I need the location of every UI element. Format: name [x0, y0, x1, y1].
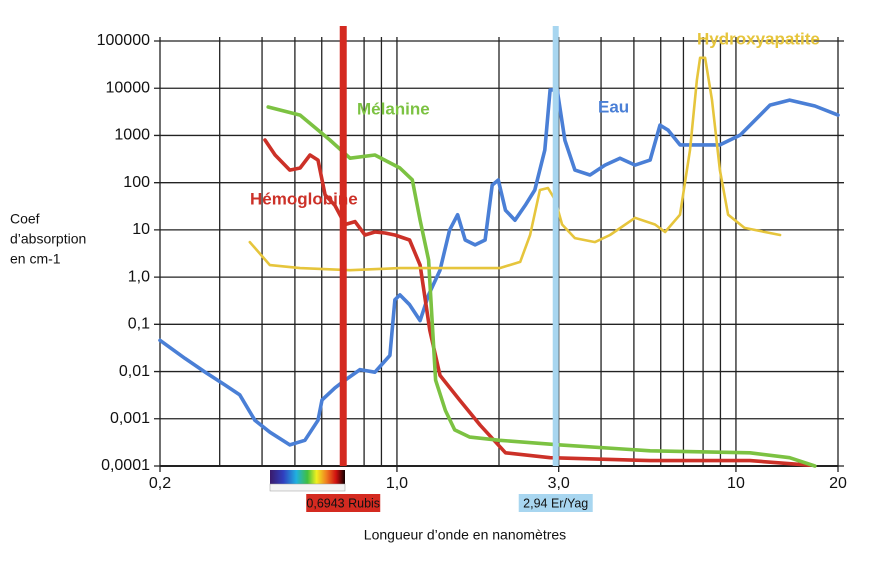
y-tick-label: 10	[132, 221, 150, 238]
y-tick-label: 1,0	[128, 268, 150, 285]
spectrum-scale	[269, 483, 346, 492]
markers: 0,6943 Rubis 2,94 Er/Yag	[306, 26, 593, 512]
y-tick-label: 100	[123, 174, 150, 191]
y-axis-label: Coef	[10, 211, 40, 227]
series-label: Mélanine	[357, 99, 430, 118]
marker-label-box	[518, 494, 593, 512]
marker-label: 0,6943 Rubis	[306, 496, 380, 510]
series-label: Hydroxyapatite	[697, 29, 820, 48]
marker-label: 2,94 Er/Yag	[523, 496, 588, 510]
x-tick-label: 1,0	[386, 475, 408, 492]
y-tick-label: 100000	[97, 32, 150, 49]
series-line	[158, 88, 840, 447]
y-tick-label: 10000	[106, 79, 151, 96]
spectrum-bar	[270, 470, 345, 484]
x-tick-label: 10	[727, 475, 745, 492]
x-tick-label: 0,2	[149, 475, 171, 492]
series-label: Hémoglobine	[250, 189, 358, 208]
y-tick-label: 0,001	[110, 410, 150, 427]
x-axis-label: Longueur d’onde en nanomètres	[364, 527, 566, 543]
marker-label-box	[306, 494, 381, 512]
y-tick-label: 0,01	[119, 363, 150, 380]
y-axis-label: d’absorption	[10, 231, 86, 247]
series-label: Eau	[598, 97, 629, 116]
x-tick-label: 3,0	[548, 475, 570, 492]
x-tick-label: 20	[829, 475, 847, 492]
series-line	[263, 138, 812, 467]
series-line	[248, 56, 782, 272]
series-line	[266, 105, 817, 468]
y-axis-label: en cm-1	[10, 251, 61, 267]
y-tick-label: 0,1	[128, 316, 150, 333]
y-tick-label: 0,0001	[101, 457, 150, 474]
y-tick-label: 1000	[114, 127, 150, 144]
